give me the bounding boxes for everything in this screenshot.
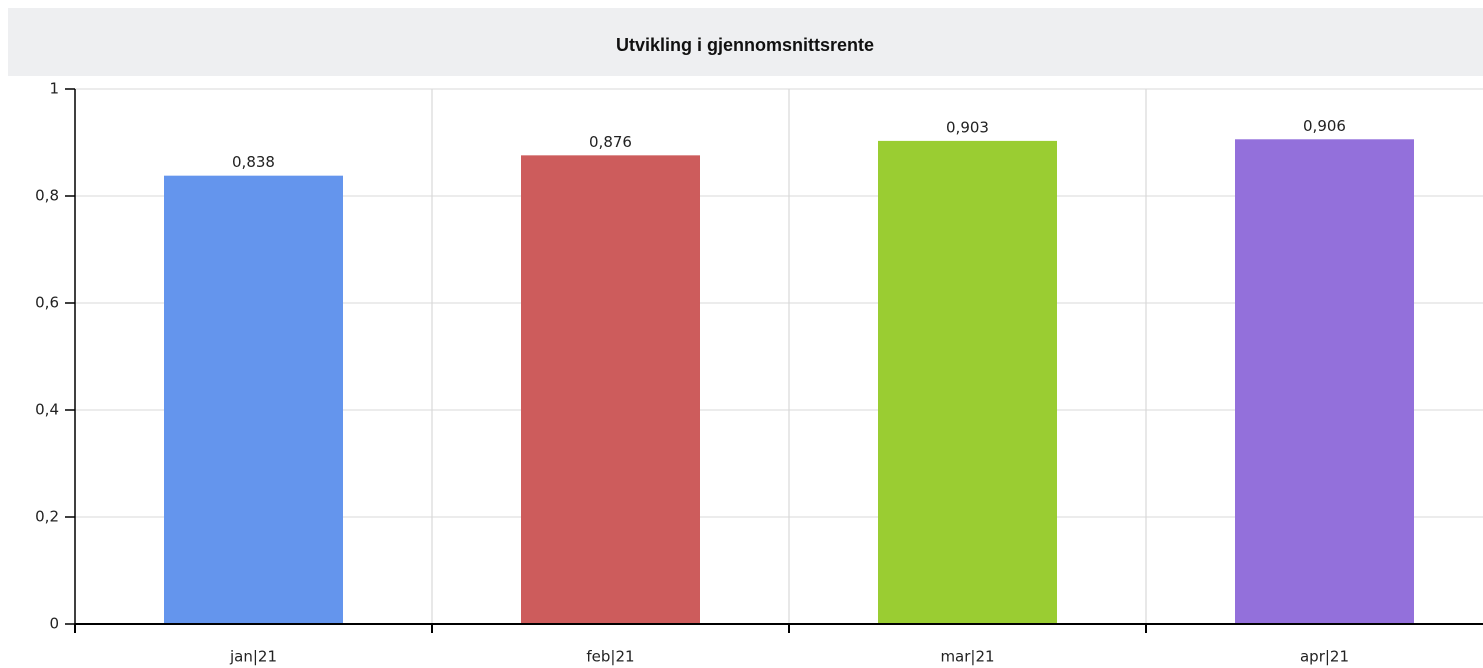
value-label: 0,876 <box>589 133 632 151</box>
y-tick-label: 0,8 <box>35 187 59 205</box>
y-tick-label: 0,4 <box>35 401 59 419</box>
value-label: 0,906 <box>1303 117 1346 135</box>
x-tick-label: mar|21 <box>940 648 994 666</box>
x-tick-label: feb|21 <box>586 648 634 666</box>
y-tick-label: 0,6 <box>35 294 59 312</box>
y-tick-label: 0,2 <box>35 508 59 526</box>
title-bar <box>8 8 1483 76</box>
bar <box>878 140 1057 624</box>
x-tick-label: jan|21 <box>229 648 277 666</box>
bar <box>521 155 700 624</box>
value-label: 0,838 <box>232 153 275 171</box>
chart-title: Utvikling i gjennomsnittsrente <box>616 35 874 55</box>
x-tick-label: apr|21 <box>1300 648 1349 666</box>
bar <box>164 175 343 625</box>
value-label: 0,903 <box>946 118 989 136</box>
y-tick-label: 0 <box>49 615 59 633</box>
bar <box>1235 139 1414 625</box>
y-tick-label: 1 <box>49 80 59 98</box>
